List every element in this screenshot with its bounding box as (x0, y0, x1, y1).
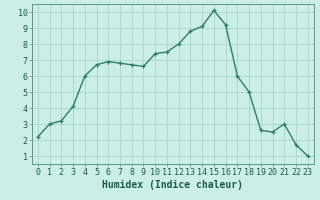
X-axis label: Humidex (Indice chaleur): Humidex (Indice chaleur) (102, 180, 243, 190)
